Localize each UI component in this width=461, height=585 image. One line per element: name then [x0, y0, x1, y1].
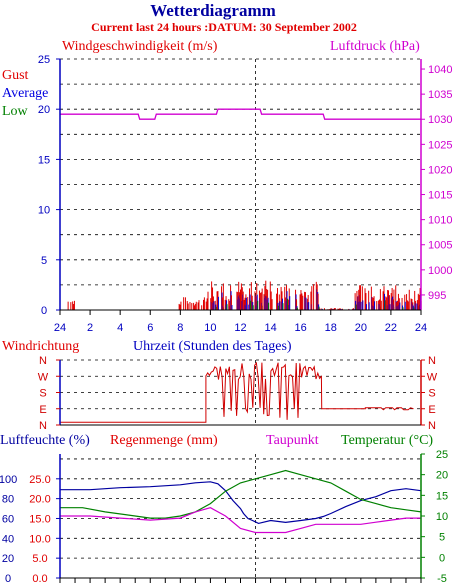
humidity-line	[60, 481, 422, 525]
time-axis-title: Uhrzeit (Stunden des Tages)	[133, 339, 292, 354]
pressure-tick-label: 1040	[428, 64, 452, 76]
temperature-tick-label: 10	[436, 511, 448, 523]
hour-tick-label: 14	[264, 322, 276, 334]
direction-tick-label-right: S	[428, 388, 435, 400]
humidity-tick-label: 20	[2, 553, 14, 565]
pressure-tick-label: 1020	[428, 164, 452, 176]
legend-low: Low	[2, 104, 29, 119]
hour-tick-label: 6	[147, 322, 153, 334]
direction-tick-label-left: N	[39, 420, 47, 432]
climate-ticks: 0 20 40 60 80 100 0.0 5.0 10.0 15.0 20.0 25.0 -5 0 5 10…	[0, 449, 448, 585]
hour-tick-label: 10	[204, 322, 216, 334]
pressure-axis-title: Luftdruck (hPa)	[330, 39, 420, 54]
wind-speed-tick-label: 15	[38, 154, 50, 166]
direction-axis-title: Windrichtung	[2, 339, 79, 354]
temperature-tick-label: -5	[437, 573, 447, 585]
hour-tick-label: 2	[87, 322, 93, 334]
pressure-tick-label: 1015	[428, 190, 452, 202]
chart-subtitle: Current last 24 hours :DATUM: 30 Septemb…	[91, 20, 357, 34]
legend-average: Average	[2, 86, 48, 101]
temperature-tick-label: 0	[439, 552, 445, 564]
humidity-tick-label: 100	[0, 474, 17, 486]
wind-speed-tick-label: 25	[38, 54, 50, 66]
pressure-tick-label: 995	[428, 290, 446, 302]
temperature-axis-title: Temperatur (°C)	[341, 433, 433, 448]
temperature-tick-label: 20	[436, 470, 448, 482]
direction-tick-label-left: E	[39, 404, 46, 416]
temperature-tick-label: 15	[436, 490, 448, 502]
direction-tick-label-right: E	[428, 404, 435, 416]
climate-panel: Luftfeuchte (%) Regenmenge (mm) Taupunkt…	[0, 433, 448, 585]
direction-tick-label-left: W	[38, 371, 49, 383]
wind-ticks: 0510152025995100010051010101510201025103…	[38, 54, 453, 334]
pressure-tick-label: 1005	[428, 240, 452, 252]
direction-tick-label-right: W	[427, 371, 438, 383]
hour-tick-label: 16	[295, 322, 307, 334]
pressure-tick-label: 1010	[428, 215, 452, 227]
rain-tick-label: 20.0	[29, 494, 50, 506]
humidity-tick-label: 40	[2, 533, 14, 545]
hour-tick-label: 24	[415, 322, 427, 334]
wind-bars	[67, 280, 422, 310]
temperature-tick-label: 25	[436, 449, 448, 461]
hour-tick-label: 8	[177, 322, 183, 334]
climate-lines	[60, 469, 422, 534]
wind-speed-tick-label: 10	[38, 205, 50, 217]
direction-tick-label-left: S	[39, 388, 46, 400]
direction-line	[60, 361, 414, 423]
temperature-line	[60, 469, 422, 519]
hour-tick-label: 20	[355, 322, 367, 334]
hour-tick-label: 12	[234, 322, 246, 334]
pressure-tick-label: 1025	[428, 139, 452, 151]
dewpoint-line	[60, 507, 421, 534]
dewpoint-axis-title: Taupunkt	[266, 433, 319, 448]
rain-tick-label: 15.0	[29, 513, 50, 525]
wind-speed-axis-title: Windgeschwindigkeit (m/s)	[62, 39, 218, 54]
rain-tick-label: 25.0	[29, 474, 50, 486]
temperature-tick-label: 5	[439, 532, 445, 544]
legend-gust: Gust	[2, 68, 29, 83]
rain-tick-label: 0.0	[32, 573, 47, 585]
humidity-axis-title: Luftfeuchte (%)	[0, 433, 90, 448]
pressure-tick-label: 1035	[428, 89, 452, 101]
wind-speed-tick-label: 0	[41, 305, 47, 317]
direction-tick-label-right: N	[428, 355, 436, 367]
wind-panel: Windgeschwindigkeit (m/s) Luftdruck (hPa…	[2, 39, 452, 334]
direction-tick-label-left: N	[39, 355, 47, 367]
pressure-tick-label: 1030	[428, 114, 452, 126]
wind-speed-tick-label: 5	[41, 255, 47, 267]
wind-speed-tick-label: 20	[38, 104, 50, 116]
climate-grid	[60, 454, 421, 579]
rain-axis-title: Regenmenge (mm)	[110, 433, 218, 448]
hour-tick-label: 22	[385, 322, 397, 334]
rain-tick-label: 5.0	[32, 553, 47, 565]
chart-title: Wetterdiagramm	[150, 1, 276, 20]
hour-tick-label: 18	[325, 322, 337, 334]
direction-ticks: N NW WS SE EN N	[38, 355, 438, 432]
direction-panel: Windrichtung Uhrzeit (Stunden des Tages)…	[2, 339, 438, 432]
humidity-tick-label: 80	[2, 494, 14, 506]
pressure-line	[60, 108, 421, 120]
pressure-tick-label: 1000	[428, 265, 452, 277]
hour-tick-label: 4	[117, 322, 123, 334]
direction-tick-label-right: N	[428, 420, 436, 432]
hour-tick-label: 24	[54, 322, 66, 334]
humidity-tick-label: 0	[5, 573, 11, 585]
humidity-tick-label: 60	[2, 513, 14, 525]
direction-grid	[60, 359, 421, 426]
rain-tick-label: 10.0	[29, 533, 50, 545]
